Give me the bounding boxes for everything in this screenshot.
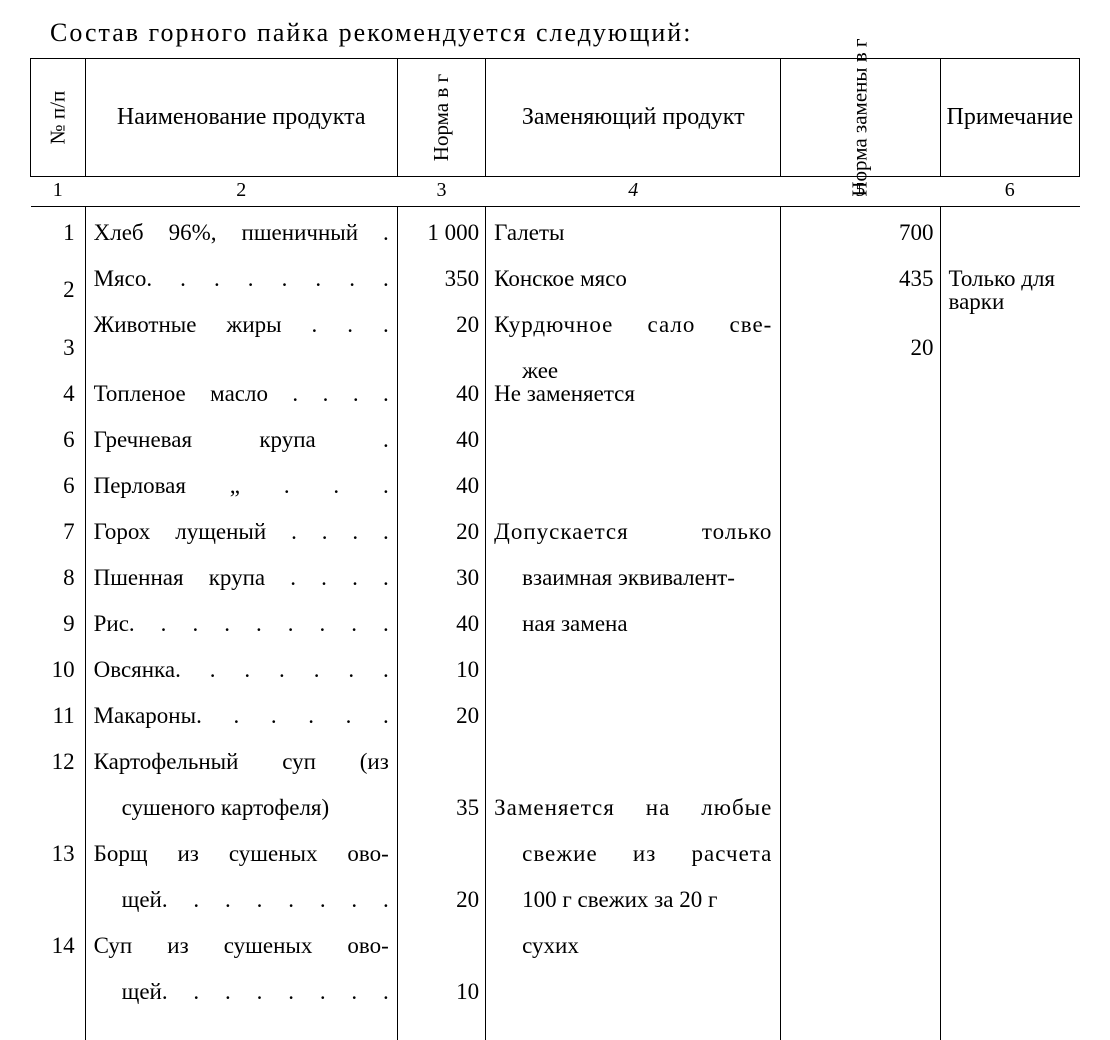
substitute-cell: жее — [486, 359, 781, 382]
substitute-cell: Заменяется на любые — [486, 796, 781, 842]
norm-cell: 40 — [397, 428, 485, 474]
row-num: 7 — [31, 520, 86, 566]
header-col2: Наименование продукта — [85, 59, 397, 177]
table-row: 6 Перловая „ . . . 40 — [31, 474, 1080, 520]
row-num: 3 — [31, 313, 86, 382]
header-col5: Норма замены в г — [781, 59, 940, 177]
norm-cell: 20 — [397, 888, 485, 934]
row-num: 6 — [31, 474, 86, 520]
norm-cell: 10 — [397, 980, 485, 1026]
table-row: сушеного картофеля) 35 Заменяется на люб… — [31, 796, 1080, 842]
norm-cell: 20 — [397, 520, 485, 566]
row-num: 10 — [31, 658, 86, 704]
colnum-6: 6 — [940, 177, 1079, 207]
row-num: 12 — [31, 750, 86, 796]
table-row: 7 Горох лущеный . . . . 20 Допускается т… — [31, 520, 1080, 566]
table-row: щей. . . . . . . . 20 100 г свежих за 20… — [31, 888, 1080, 934]
norm-cell: 350 — [397, 267, 485, 313]
row-num: 2 — [31, 267, 86, 313]
table-row: 9 Рис. . . . . . . . . 40 ная замена — [31, 612, 1080, 658]
product-cell: Перловая „ . . . — [85, 474, 397, 520]
note-cell: Только для варки — [940, 267, 1079, 313]
norm-cell: 20 — [397, 704, 485, 750]
product-cell: Пшенная крупа . . . . — [85, 566, 397, 612]
substitute-cell: Конское мясо — [486, 267, 781, 313]
product-cell: Горох лущеный . . . . — [85, 520, 397, 566]
header-col6: Примечание — [940, 59, 1079, 177]
table-caption: Состав горного пайка рекомендуется следу… — [50, 18, 1080, 48]
table-row: 2 Мясо. . . . . . . . 350 Конское мясо 4… — [31, 267, 1080, 313]
norm-cell: 1 000 — [397, 221, 485, 267]
row-num: 9 — [31, 612, 86, 658]
product-cell: Борщ из сушеных ово- — [85, 842, 397, 888]
norm-cell: 10 — [397, 658, 485, 704]
row-num: 13 — [31, 842, 86, 888]
ration-table: № п/п Наименование продукта Норма в г За… — [30, 58, 1080, 1040]
substitute-cell: Допускается только — [486, 520, 781, 566]
subnorm-cell: 435 — [781, 267, 940, 313]
row-num: 4 — [31, 382, 86, 428]
product-cell: щей. . . . . . . . — [85, 980, 397, 1026]
table-row — [31, 207, 1080, 221]
subnorm-cell: 700 — [781, 221, 940, 267]
table-row: 1 Хлеб 96%, пшеничный . 1 000 Галеты 700 — [31, 221, 1080, 267]
product-cell: Мясо. . . . . . . . — [85, 267, 397, 313]
substitute-cell: Не заменяется — [486, 382, 781, 428]
product-cell: Гречневая крупа . — [85, 428, 397, 474]
product-cell: Хлеб 96%, пшеничный . — [85, 221, 397, 267]
header-col3: Норма в г — [397, 59, 485, 177]
product-cell: Овсянка. . . . . . . — [85, 658, 397, 704]
table-row: 10 Овсянка. . . . . . . 10 — [31, 658, 1080, 704]
norm-cell: 40 — [397, 612, 485, 658]
colnum-4: 4 — [486, 177, 781, 207]
column-number-row: 1 2 3 4 5 6 — [31, 177, 1080, 207]
substitute-cell: взаимная эквивалент- — [486, 566, 781, 612]
row-num: 1 — [31, 221, 86, 267]
product-cell: щей. . . . . . . . — [85, 888, 397, 934]
colnum-3: 3 — [397, 177, 485, 207]
substitute-cell: свежие из расчета — [486, 842, 781, 888]
product-cell: Суп из сушеных ово- — [85, 934, 397, 980]
table-row: 8 Пшенная крупа . . . . 30 взаимная экви… — [31, 566, 1080, 612]
product-cell: Животные жиры . . . — [85, 313, 397, 359]
table-row — [31, 1026, 1080, 1040]
table-row: 3 Животные жиры . . . 20 Курдючное сало … — [31, 313, 1080, 359]
table-row: 12 Картофельный суп (из — [31, 750, 1080, 796]
table-row: 14 Суп из сушеных ово- сухих — [31, 934, 1080, 980]
colnum-1: 1 — [31, 177, 86, 207]
page: Состав горного пайка рекомендуется следу… — [0, 0, 1110, 840]
subnorm-cell: 20 — [781, 313, 940, 382]
substitute-cell: сухих — [486, 934, 781, 980]
substitute-cell: Курдючное сало све- — [486, 313, 781, 359]
product-cell: Макароны. . . . . . — [85, 704, 397, 750]
norm-cell: 20 — [397, 313, 485, 359]
table-row: 4 Топленое масло . . . . 40 Не заменяетс… — [31, 382, 1080, 428]
norm-cell: 40 — [397, 474, 485, 520]
substitute-cell: ная замена — [486, 612, 781, 658]
colnum-2: 2 — [85, 177, 397, 207]
substitute-cell: 100 г свежих за 20 г — [486, 888, 781, 934]
row-num: 14 — [31, 934, 86, 980]
norm-cell: 30 — [397, 566, 485, 612]
norm-cell: 40 — [397, 382, 485, 428]
table-row: 11 Макароны. . . . . . 20 — [31, 704, 1080, 750]
row-num: 6 — [31, 428, 86, 474]
product-cell: Топленое масло . . . . — [85, 382, 397, 428]
product-cell: Рис. . . . . . . . . — [85, 612, 397, 658]
table-row: 13 Борщ из сушеных ово- свежие из расчет… — [31, 842, 1080, 888]
product-cell: сушеного картофеля) — [85, 796, 397, 842]
norm-cell: 35 — [397, 796, 485, 842]
table-row: щей. . . . . . . . 10 — [31, 980, 1080, 1026]
header-col1: № п/п — [31, 59, 86, 177]
header-col4: Заменяющий продукт — [486, 59, 781, 177]
substitute-cell: Галеты — [486, 221, 781, 267]
table-row: 6 Гречневая крупа . 40 — [31, 428, 1080, 474]
product-cell: Картофельный суп (из — [85, 750, 397, 796]
row-num: 11 — [31, 704, 86, 750]
row-num: 8 — [31, 566, 86, 612]
header-row: № п/п Наименование продукта Норма в г За… — [31, 59, 1080, 177]
